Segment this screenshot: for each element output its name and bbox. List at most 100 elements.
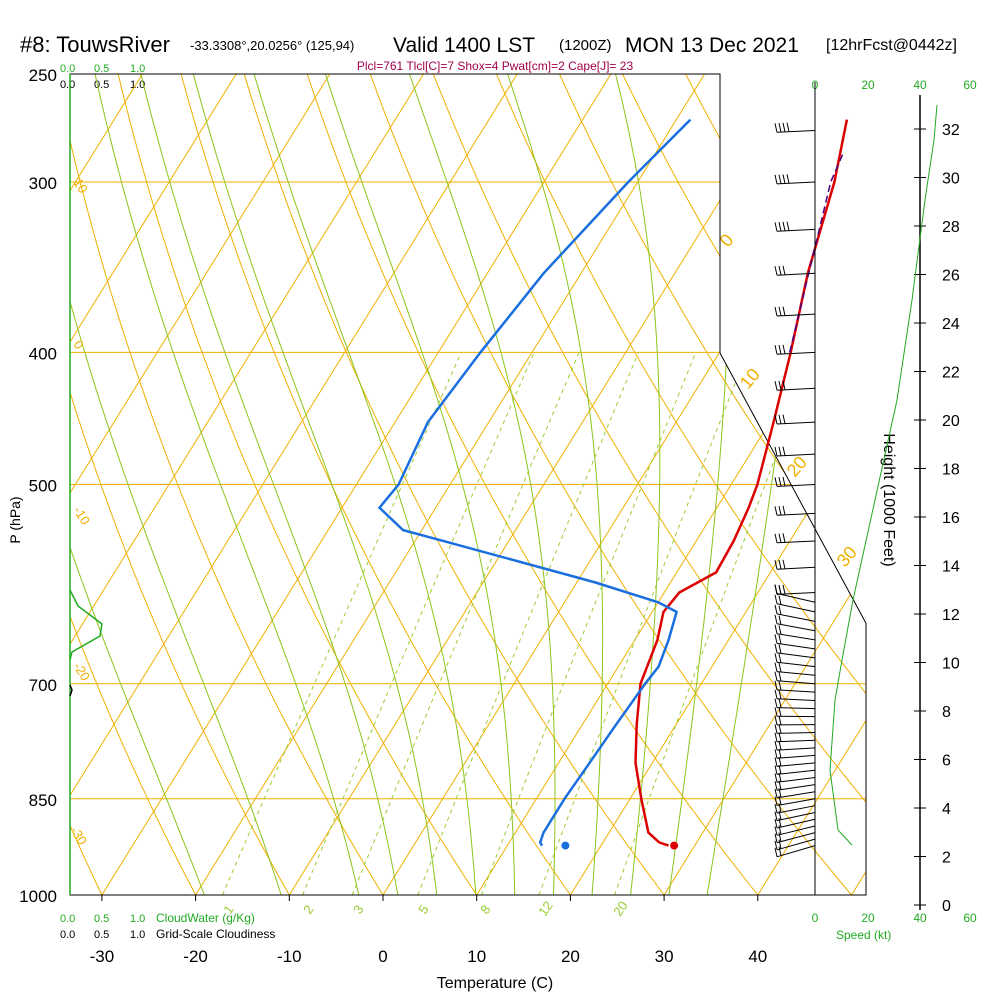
wind-barb (774, 653, 816, 668)
temp-tick--30: -30 (90, 947, 115, 966)
cloud-water-axis-bottom: 0.0 0.5 1.0 CloudWater (g/Kg) 0.0 0.5 1.… (60, 911, 275, 941)
dewpoint-line (377, 118, 692, 847)
wind-barb (774, 715, 816, 726)
height-tick-28: 28 (942, 219, 960, 236)
x-axis-title: Temperature (C) (437, 975, 553, 992)
mixing-ratio-label-4: 8 (477, 902, 493, 917)
dewpoint-surface-dot (561, 841, 570, 850)
wind-barb (774, 740, 816, 751)
wind-barb (774, 221, 816, 232)
speed-bot-2: 40 (913, 911, 927, 925)
moist-adiabat (462, 74, 604, 895)
mixing-ratio-line (614, 352, 816, 895)
cw-top-1: 0.5 (94, 63, 109, 75)
wind-barb (774, 707, 816, 718)
pressure-tick-700: 700 (29, 676, 57, 695)
temp-tick--20: -20 (183, 947, 208, 966)
wind-barb (774, 446, 816, 457)
wind-barb (774, 584, 816, 595)
speed-top-1: 20 (861, 78, 875, 92)
mixing-ratio-line (417, 352, 639, 895)
temperature-line (634, 119, 849, 847)
height-tick-16: 16 (942, 510, 960, 527)
isotherm (569, 74, 866, 895)
isotherm (0, 0, 49, 895)
plot-series (377, 118, 849, 850)
temp-tick-20: 20 (561, 947, 580, 966)
pressure-tick-500: 500 (29, 477, 57, 496)
temp-tick--10: -10 (277, 947, 302, 966)
dry-adiabat (858, 74, 866, 895)
height-tick-30: 30 (942, 171, 960, 188)
cl-top-0: 0.0 (60, 79, 75, 91)
height-tick-12: 12 (942, 607, 960, 624)
wind-barb (774, 825, 816, 836)
height-tick-22: 22 (942, 365, 960, 382)
dry-adiabat (503, 74, 866, 895)
mixing-ratio-label-6: 20 (610, 898, 631, 918)
forecast-label: [12hrFcst@0442z] (826, 37, 957, 54)
station-title: #8: TouwsRiver (20, 32, 170, 57)
wind-barb (774, 832, 816, 844)
wind-barb (774, 174, 816, 185)
isotherm (70, 74, 144, 895)
moist-adiabat (70, 74, 291, 895)
wind-barb (774, 845, 816, 858)
height-tick-14: 14 (942, 559, 960, 576)
wind-barb (774, 414, 816, 425)
wind-barb (774, 732, 816, 743)
moist-adiabat (285, 74, 516, 895)
valid-date: MON 13 Dec 2021 (625, 34, 799, 57)
wind-barb (774, 380, 816, 391)
pressure-tick-300: 300 (29, 174, 57, 193)
dry-adiabat (70, 74, 117, 895)
isotherm (195, 74, 866, 895)
temperature-surface-dot (670, 841, 679, 850)
dry-adiabat-label-3: 30 (833, 542, 861, 570)
height-tick-0: 0 (942, 898, 951, 915)
wind-barb (774, 614, 816, 632)
mixing-ratio-label-1: 2 (300, 902, 316, 917)
pressure-tick-250: 250 (29, 66, 57, 85)
moist-adiabat (218, 74, 478, 895)
cloudiness-profile (69, 684, 73, 697)
dry-adiabat (70, 74, 402, 895)
wind-barb (774, 643, 816, 659)
height-tick-2: 2 (942, 850, 951, 867)
dry-adiabat (799, 74, 866, 895)
temp-tick-40: 40 (748, 947, 767, 966)
cl-bot-0: 0.0 (60, 929, 75, 941)
temp-tick-0: 0 (378, 947, 387, 966)
wind-barb (774, 122, 816, 133)
cw-bot-0: 0.0 (60, 913, 75, 925)
height-tick-24: 24 (942, 316, 960, 333)
isotherm-label-2: -10 (70, 504, 93, 528)
wind-barb (774, 634, 816, 650)
speed-label: Speed (kt) (836, 928, 891, 942)
cl-bot-2: 1.0 (130, 929, 145, 941)
cloud-water-label: CloudWater (g/Kg) (156, 911, 255, 925)
mixing-ratio-line (481, 352, 697, 895)
pressure-tick-400: 400 (29, 344, 57, 363)
mixing-ratio-line (302, 352, 535, 895)
pressure-tick-850: 850 (29, 791, 57, 810)
valid-time: Valid 1400 LST (393, 34, 535, 57)
wind-barb (774, 476, 816, 487)
moist-adiabat (70, 74, 216, 895)
dry-adiabat (0, 0, 21, 924)
wind-barb (774, 680, 816, 693)
height-tick-26: 26 (942, 268, 960, 285)
dry-adiabat (385, 74, 866, 895)
cw-top-2: 1.0 (130, 63, 145, 75)
height-tick-32: 32 (942, 122, 960, 139)
wind-barb (774, 265, 816, 276)
wind-barb (774, 662, 816, 676)
pressure-tick-1000: 1000 (19, 887, 57, 906)
height-tick-4: 4 (942, 801, 951, 818)
moist-adiabat (111, 74, 404, 895)
dry-adiabat-label-1: 10 (736, 364, 764, 392)
plot-axes: 250 300 400 500 700 850 1000 -30 -20 -10 0 10 20 30 40 (19, 66, 867, 966)
isotherm (70, 74, 237, 895)
